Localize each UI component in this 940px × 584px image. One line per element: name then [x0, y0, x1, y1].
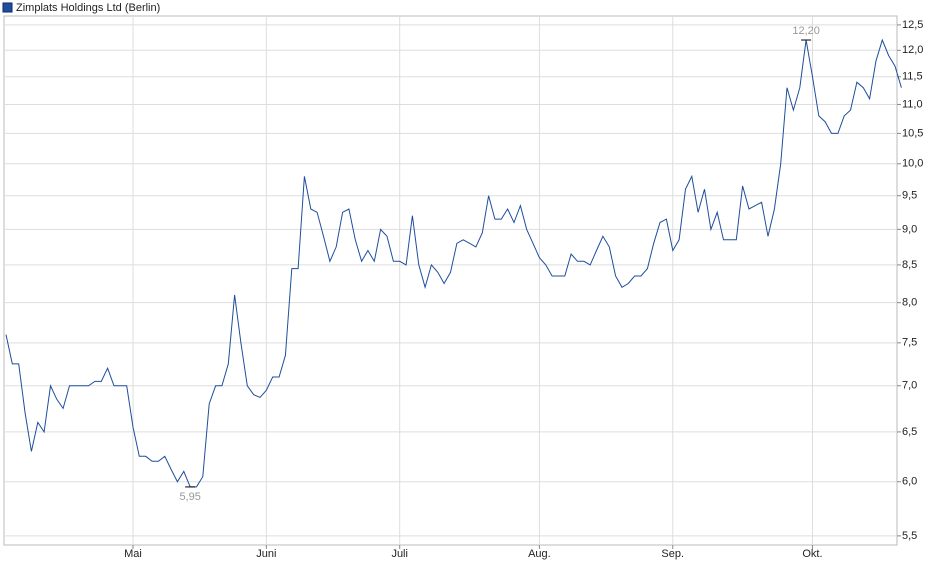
y-tick-label: 7,5: [902, 337, 917, 349]
legend-label: Zimplats Holdings Ltd (Berlin): [16, 2, 160, 14]
y-tick-label: 12,0: [902, 44, 923, 56]
x-tick-label: Juli: [391, 548, 408, 560]
y-tick-label: 6,0: [902, 476, 917, 488]
y-tick-label: 11,5: [902, 71, 923, 83]
x-tick-label: Juni: [256, 548, 276, 560]
y-tick-label: 9,0: [902, 223, 917, 235]
y-tick-label: 11,0: [902, 98, 923, 110]
x-tick-label: Aug.: [528, 548, 551, 560]
plot-area: [3, 15, 898, 546]
y-tick-label: 8,0: [902, 297, 917, 309]
y-tick-label: 12,5: [902, 19, 923, 31]
y-tick-label: 10,0: [902, 158, 923, 170]
value-label: 5,95: [179, 491, 200, 503]
value-label: 12,20: [792, 25, 820, 37]
x-tick-label: Sep.: [661, 548, 684, 560]
y-tick-label: 5,5: [902, 530, 917, 542]
y-tick-label: 8,5: [902, 259, 917, 271]
y-tick-label: 10,5: [902, 127, 923, 139]
price-line: [5, 38, 902, 488]
y-tick-label: 6,5: [902, 426, 917, 438]
y-tick-label: 9,5: [902, 190, 917, 202]
x-tick-label: Okt.: [802, 548, 822, 560]
x-tick-label: Mai: [124, 548, 142, 560]
legend-swatch: [2, 2, 13, 13]
y-tick-label: 7,0: [902, 380, 917, 392]
